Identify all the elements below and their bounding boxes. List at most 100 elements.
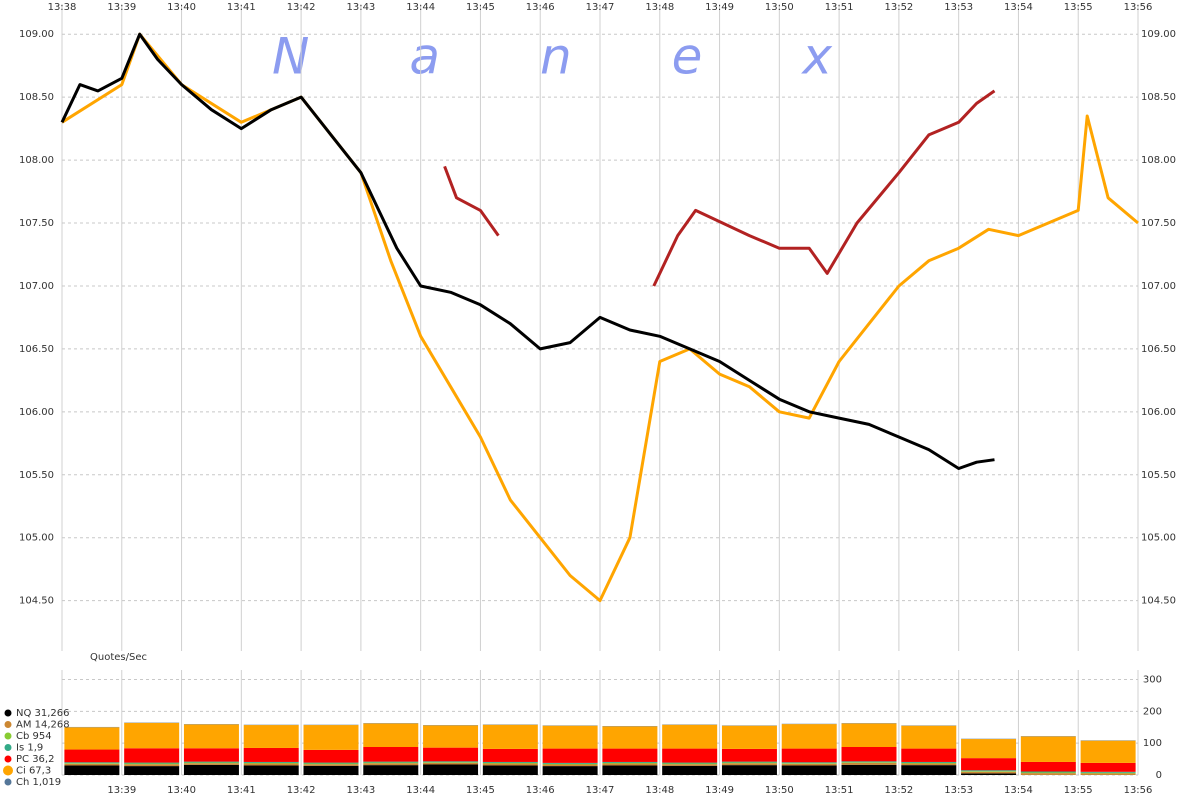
x-tick-label: 13:39 — [107, 785, 136, 796]
quote-bar — [1080, 771, 1136, 773]
legend-swatch — [4, 755, 12, 763]
quote-bar — [721, 748, 777, 762]
quote-bar — [602, 748, 658, 762]
x-tick-label: 13:42 — [287, 2, 316, 13]
quote-bar — [602, 763, 658, 766]
quote-bar — [961, 771, 1017, 772]
quote-bar — [124, 766, 180, 775]
quote-bar — [542, 762, 598, 764]
y-tick-label: 107.50 — [1141, 218, 1176, 229]
legend-label: Is 1,9 — [16, 743, 43, 754]
x-tick-label: 13:38 — [48, 2, 77, 13]
x-tick-label: 13:54 — [1004, 2, 1033, 13]
quote-bar — [542, 764, 598, 767]
legend-swatch — [3, 765, 13, 776]
quote-bar — [961, 739, 1017, 759]
y-tick-label: 108.00 — [19, 155, 54, 166]
quote-bar — [662, 764, 718, 766]
y-tick-label: 100 — [1143, 738, 1162, 749]
y-tick-label: 104.50 — [19, 596, 54, 607]
x-tick-label: 13:55 — [1064, 2, 1093, 13]
quote-bar — [482, 763, 538, 766]
x-tick-label: 13:39 — [107, 2, 136, 13]
y-tick-label: 106.00 — [19, 407, 54, 418]
x-tick-label: 13:44 — [406, 2, 435, 13]
legend-swatch — [4, 709, 12, 717]
y-tick-label: 109.00 — [1141, 29, 1176, 40]
x-tick-label: 13:46 — [526, 785, 555, 796]
quote-bar — [482, 748, 538, 762]
x-tick-label: 13:44 — [406, 785, 435, 796]
legend-label: Cb 954 — [16, 731, 52, 742]
quote-bar — [662, 763, 718, 765]
quote-bar — [901, 762, 957, 764]
quote-bar — [243, 763, 299, 766]
quote-bar — [961, 758, 1017, 771]
quote-bar — [602, 765, 658, 775]
y-tick-label: 104.50 — [1141, 596, 1176, 607]
quote-bar — [124, 764, 180, 767]
x-tick-label: 13:47 — [586, 785, 615, 796]
x-tick-label: 13:54 — [1004, 785, 1033, 796]
quote-bar — [1020, 761, 1076, 772]
quote-bar — [243, 747, 299, 762]
quote-bar — [243, 725, 299, 748]
y-tick-label: 108.00 — [1141, 155, 1176, 166]
quote-bar — [423, 762, 479, 765]
quote-bar — [482, 761, 538, 763]
quote-bar — [482, 765, 538, 775]
quote-bar — [961, 771, 1017, 774]
quote-bar — [1020, 736, 1076, 762]
y-tick-label: 105.00 — [1141, 533, 1176, 544]
quote-bar — [781, 765, 837, 775]
quote-bar — [124, 748, 180, 763]
y-tick-label: 106.50 — [19, 344, 54, 355]
quote-bar — [303, 749, 359, 763]
quote-bar — [303, 764, 359, 766]
quote-bar — [841, 764, 897, 775]
quote-bar — [1020, 771, 1076, 773]
quote-bar — [64, 763, 120, 764]
y-tick-label: 108.50 — [1141, 92, 1176, 103]
quote-bar — [1080, 772, 1136, 774]
legend-label: Ch 1,019 — [16, 777, 61, 788]
quote-bar — [124, 763, 180, 765]
quote-bar — [64, 763, 120, 766]
quote-bar — [243, 765, 299, 775]
watermark: N a n e x — [272, 28, 832, 86]
quote-bar — [841, 761, 897, 763]
quote-bar — [124, 722, 180, 749]
x-tick-label: 13:42 — [287, 785, 316, 796]
x-tick-label: 13:50 — [765, 2, 794, 13]
quote-bar — [841, 762, 897, 765]
quote-bar — [602, 762, 658, 764]
price-line — [443, 89, 996, 287]
quote-bar — [721, 762, 777, 764]
x-tick-label: 13:43 — [346, 785, 375, 796]
y-tick-label: 108.50 — [19, 92, 54, 103]
quote-bar — [363, 747, 419, 762]
x-tick-label: 13:50 — [765, 785, 794, 796]
y-tick-label: 107.00 — [19, 281, 54, 292]
x-tick-label: 13:40 — [167, 2, 196, 13]
x-tick-label: 13:55 — [1064, 785, 1093, 796]
quote-bar — [124, 762, 180, 764]
x-tick-label: 13:40 — [167, 785, 196, 796]
y-tick-label: 106.00 — [1141, 407, 1176, 418]
legend-label: NQ 31,266 — [16, 708, 70, 719]
x-tick-label: 13:43 — [346, 2, 375, 13]
quote-bar — [901, 725, 957, 749]
quote-bar — [781, 763, 837, 766]
price-line — [60, 32, 995, 470]
quote-bar — [183, 764, 239, 775]
quote-bar — [183, 763, 239, 765]
y-tick-label: 200 — [1143, 706, 1162, 717]
x-tick-label: 13:52 — [884, 785, 913, 796]
x-tick-label: 13:45 — [466, 2, 495, 13]
legend-swatch — [4, 778, 12, 786]
quote-bar — [961, 773, 1017, 775]
quote-bar — [423, 762, 479, 763]
quote-bar — [901, 763, 957, 766]
